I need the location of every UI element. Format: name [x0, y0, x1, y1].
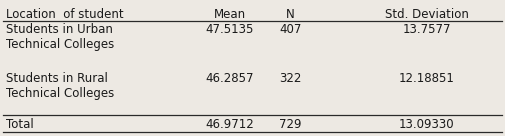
Text: Students in Urban
Technical Colleges: Students in Urban Technical Colleges: [6, 23, 114, 51]
Text: 729: 729: [279, 118, 301, 131]
Text: N: N: [286, 8, 295, 21]
Text: Students in Rural
Technical Colleges: Students in Rural Technical Colleges: [6, 72, 114, 100]
Text: 46.2857: 46.2857: [206, 72, 254, 85]
Text: 46.9712: 46.9712: [206, 118, 254, 131]
Text: Mean: Mean: [214, 8, 246, 21]
Text: Total: Total: [6, 118, 34, 131]
Text: Std. Deviation: Std. Deviation: [385, 8, 469, 21]
Text: 407: 407: [279, 23, 301, 36]
Text: 322: 322: [279, 72, 301, 85]
Text: 13.7577: 13.7577: [402, 23, 451, 36]
Text: 13.09330: 13.09330: [399, 118, 455, 131]
Text: 47.5135: 47.5135: [206, 23, 254, 36]
Text: 12.18851: 12.18851: [399, 72, 455, 85]
Text: Location  of student: Location of student: [6, 8, 124, 21]
